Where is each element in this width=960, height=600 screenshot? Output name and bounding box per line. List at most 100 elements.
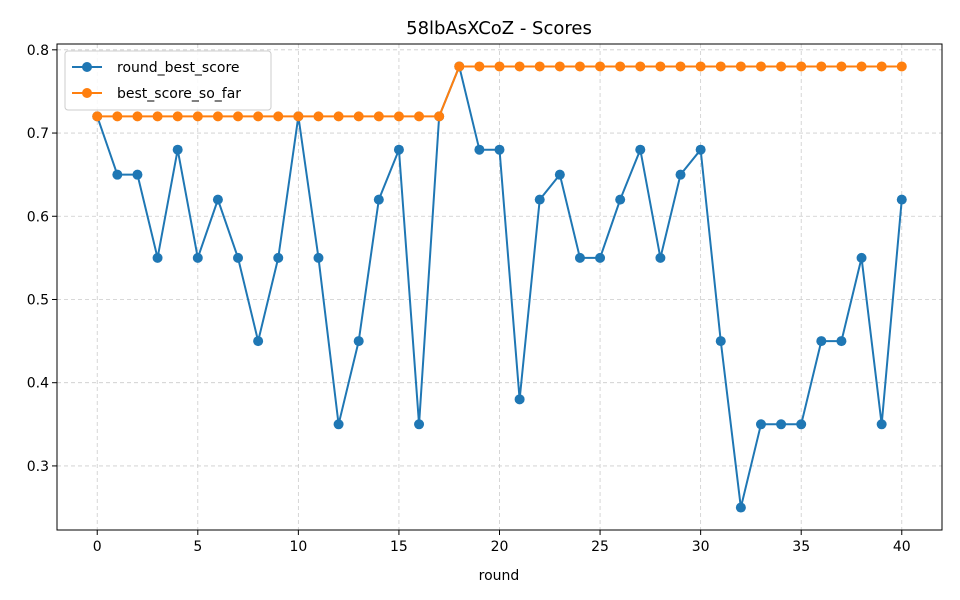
y-tick-label: 0.6 — [27, 209, 49, 225]
x-tick-label: 25 — [591, 539, 609, 555]
data-point-round-best-score — [152, 252, 163, 263]
x-axis-label: round — [479, 568, 520, 584]
legend-label-round-best-score: round_best_score — [117, 60, 240, 76]
data-point-best-score-so-far — [333, 111, 344, 122]
legend: round_best_score best_score_so_far — [64, 50, 272, 111]
data-point-best-score-so-far — [393, 111, 404, 122]
data-point-best-score-so-far — [635, 61, 646, 72]
x-tick-label: 30 — [692, 539, 710, 555]
data-point-best-score-so-far — [514, 61, 525, 72]
data-point-best-score-so-far — [293, 111, 304, 122]
legend-marker-round-best-score — [82, 62, 92, 72]
data-point-best-score-so-far — [172, 111, 183, 122]
y-tick-label: 0.8 — [27, 43, 49, 59]
y-tick-label: 0.7 — [27, 126, 49, 142]
x-tick-label: 10 — [289, 539, 307, 555]
data-point-round-best-score — [333, 419, 344, 430]
data-point-best-score-so-far — [414, 111, 425, 122]
data-point-best-score-so-far — [856, 61, 867, 72]
data-point-best-score-so-far — [896, 61, 907, 72]
data-point-best-score-so-far — [574, 61, 585, 72]
data-point-best-score-so-far — [112, 111, 123, 122]
data-point-best-score-so-far — [796, 61, 807, 72]
data-point-best-score-so-far — [715, 61, 726, 72]
x-tick-label: 5 — [193, 539, 202, 555]
data-point-best-score-so-far — [434, 111, 445, 122]
x-axis: 0 5 10 15 20 25 30 35 40 — [93, 530, 911, 555]
data-point-round-best-score — [554, 169, 565, 180]
data-point-round-best-score — [192, 252, 203, 263]
y-axis: 0.3 0.4 0.5 0.6 0.7 0.8 — [27, 43, 57, 475]
data-point-round-best-score — [816, 336, 827, 347]
data-point-round-best-score — [112, 169, 123, 180]
data-point-round-best-score — [574, 252, 585, 263]
legend-marker-best-score-so-far — [82, 88, 92, 98]
data-point-round-best-score — [735, 502, 746, 513]
data-point-best-score-so-far — [152, 111, 163, 122]
data-point-round-best-score — [172, 144, 183, 155]
data-point-best-score-so-far — [192, 111, 203, 122]
data-point-round-best-score — [695, 144, 706, 155]
data-point-best-score-so-far — [735, 61, 746, 72]
data-point-best-score-so-far — [595, 61, 606, 72]
data-point-best-score-so-far — [675, 61, 686, 72]
data-point-best-score-so-far — [92, 111, 103, 122]
data-point-round-best-score — [313, 252, 324, 263]
data-point-best-score-so-far — [273, 111, 284, 122]
data-point-best-score-so-far — [353, 111, 364, 122]
data-point-best-score-so-far — [373, 111, 384, 122]
data-point-round-best-score — [655, 252, 666, 263]
data-point-round-best-score — [896, 194, 907, 205]
y-tick-label: 0.4 — [27, 376, 49, 392]
data-point-best-score-so-far — [454, 61, 465, 72]
x-tick-label: 15 — [390, 539, 408, 555]
data-point-round-best-score — [273, 252, 284, 263]
data-point-best-score-so-far — [233, 111, 244, 122]
grid — [57, 44, 942, 530]
data-point-best-score-so-far — [554, 61, 565, 72]
y-tick-label: 0.3 — [27, 459, 49, 475]
data-point-round-best-score — [212, 194, 223, 205]
data-point-round-best-score — [755, 419, 766, 430]
data-point-best-score-so-far — [253, 111, 264, 122]
data-point-best-score-so-far — [615, 61, 626, 72]
data-point-best-score-so-far — [876, 61, 887, 72]
series-line-round-best-score — [96, 65, 903, 509]
y-tick-label: 0.5 — [27, 292, 49, 308]
data-point-best-score-so-far — [474, 61, 485, 72]
data-point-round-best-score — [353, 336, 364, 347]
data-point-round-best-score — [474, 144, 485, 155]
data-point-round-best-score — [675, 169, 686, 180]
data-point-best-score-so-far — [755, 61, 766, 72]
data-point-round-best-score — [514, 394, 525, 405]
data-point-round-best-score — [132, 169, 143, 180]
series-best-score-so-far — [92, 61, 907, 122]
data-point-best-score-so-far — [313, 111, 324, 122]
data-point-best-score-so-far — [836, 61, 847, 72]
x-tick-label: 20 — [491, 539, 509, 555]
data-point-round-best-score — [534, 194, 545, 205]
data-point-round-best-score — [494, 144, 505, 155]
data-point-best-score-so-far — [212, 111, 223, 122]
data-point-best-score-so-far — [655, 61, 666, 72]
data-point-best-score-so-far — [695, 61, 706, 72]
data-point-round-best-score — [253, 336, 264, 347]
data-point-best-score-so-far — [816, 61, 827, 72]
data-point-best-score-so-far — [132, 111, 143, 122]
data-point-round-best-score — [393, 144, 404, 155]
data-point-round-best-score — [715, 336, 726, 347]
series-layer — [92, 61, 907, 513]
data-point-round-best-score — [414, 419, 425, 430]
data-point-round-best-score — [776, 419, 787, 430]
data-point-round-best-score — [876, 419, 887, 430]
data-point-best-score-so-far — [776, 61, 787, 72]
x-tick-label: 40 — [893, 539, 911, 555]
x-tick-label: 0 — [93, 539, 102, 555]
legend-label-best-score-so-far: best_score_so_far — [117, 86, 241, 102]
data-point-round-best-score — [856, 252, 867, 263]
data-point-round-best-score — [595, 252, 606, 263]
data-point-round-best-score — [233, 252, 244, 263]
data-point-round-best-score — [836, 336, 847, 347]
legend-box — [64, 50, 272, 111]
